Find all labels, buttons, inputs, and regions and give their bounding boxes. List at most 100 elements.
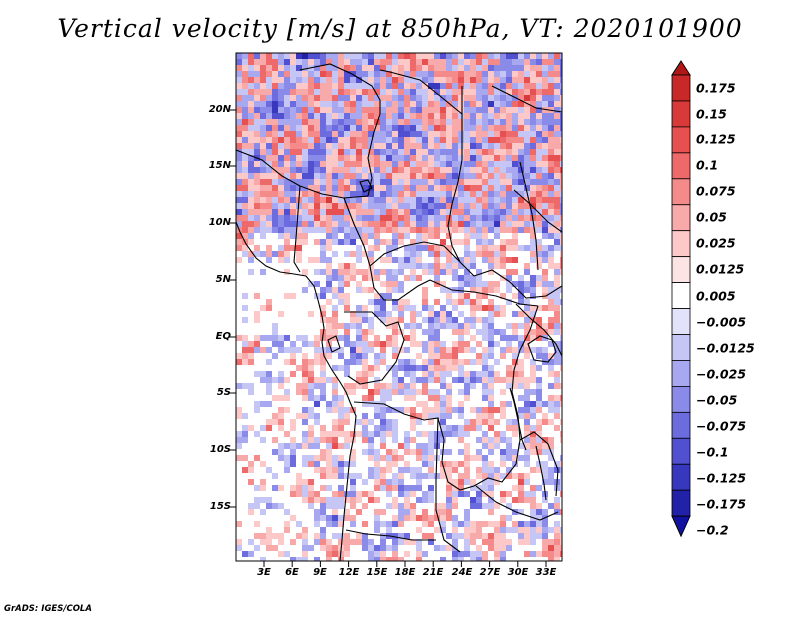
field-cell <box>266 443 272 449</box>
field-cell <box>326 263 332 269</box>
field-cell <box>266 95 272 101</box>
field-cell <box>248 227 254 233</box>
field-cell <box>488 221 494 227</box>
field-cell <box>518 239 524 245</box>
field-cell <box>362 125 368 131</box>
field-cell <box>386 539 392 545</box>
field-cell <box>272 527 278 533</box>
field-cell <box>560 377 562 383</box>
field-cell <box>476 137 482 143</box>
field-cell <box>440 485 446 491</box>
field-cell <box>464 371 470 377</box>
field-cell <box>242 113 248 119</box>
field-cell <box>254 509 260 515</box>
field-cell <box>344 473 350 479</box>
field-cell <box>290 263 296 269</box>
field-cell <box>464 239 470 245</box>
field-cell <box>296 503 302 509</box>
field-cell <box>284 335 290 341</box>
field-cell <box>482 551 488 557</box>
field-cell <box>470 263 476 269</box>
field-cell <box>248 119 254 125</box>
field-cell <box>422 431 428 437</box>
field-cell <box>254 539 260 545</box>
field-cell <box>506 173 512 179</box>
field-cell <box>476 335 482 341</box>
field-cell <box>500 233 506 239</box>
field-cell <box>476 239 482 245</box>
field-cell <box>314 479 320 485</box>
field-cell <box>470 293 476 299</box>
field-cell <box>488 329 494 335</box>
field-cell <box>284 383 290 389</box>
field-cell <box>554 407 560 413</box>
field-cell <box>470 251 476 257</box>
field-cell <box>314 119 320 125</box>
field-cell <box>308 233 314 239</box>
field-cell <box>464 323 470 329</box>
field-cell <box>350 185 356 191</box>
field-cell <box>386 65 392 71</box>
field-cell <box>440 557 446 561</box>
field-cell <box>470 83 476 89</box>
field-cell <box>548 293 554 299</box>
field-cell <box>524 431 530 437</box>
field-cell <box>362 299 368 305</box>
field-cell <box>536 293 542 299</box>
field-cell <box>314 353 320 359</box>
field-cell <box>296 329 302 335</box>
field-cell <box>410 557 416 561</box>
field-cell <box>494 425 500 431</box>
field-cell <box>308 413 314 419</box>
field-cell <box>338 503 344 509</box>
field-cell <box>500 527 506 533</box>
field-cell <box>278 251 284 257</box>
field-cell <box>308 491 314 497</box>
lake-tanganyika <box>509 387 527 451</box>
field-cell <box>248 167 254 173</box>
field-cell <box>248 371 254 377</box>
field-cell <box>350 107 356 113</box>
field-cell <box>290 515 296 521</box>
field-cell <box>356 77 362 83</box>
field-cell <box>542 137 548 143</box>
field-cell <box>284 425 290 431</box>
field-cell <box>440 173 446 179</box>
field-cell <box>362 263 368 269</box>
field-cell <box>254 473 260 479</box>
field-cell <box>380 407 386 413</box>
field-cell <box>464 401 470 407</box>
field-cell <box>524 323 530 329</box>
field-cell <box>254 287 260 293</box>
field-cell <box>320 113 326 119</box>
field-cell <box>386 461 392 467</box>
colorbar-label: 0.025 <box>696 235 736 251</box>
field-cell <box>458 251 464 257</box>
field-cell <box>476 305 482 311</box>
field-cell <box>368 275 374 281</box>
field-cell <box>512 533 518 539</box>
field-cell <box>236 197 242 203</box>
field-cell <box>320 479 326 485</box>
field-cell <box>242 125 248 131</box>
field-cell <box>350 269 356 275</box>
field-cell <box>500 335 506 341</box>
field-cell <box>272 65 278 71</box>
field-cell <box>452 365 458 371</box>
field-cell <box>530 545 536 551</box>
field-cell <box>476 131 482 137</box>
field-cell <box>434 53 440 59</box>
field-cell <box>506 83 512 89</box>
field-cell <box>266 503 272 509</box>
field-cell <box>332 341 338 347</box>
field-cell <box>260 239 266 245</box>
field-cell <box>260 515 266 521</box>
field-cell <box>308 419 314 425</box>
field-cell <box>260 77 266 83</box>
field-cell <box>440 185 446 191</box>
field-cell <box>524 497 530 503</box>
field-cell <box>488 245 494 251</box>
field-cell <box>374 497 380 503</box>
field-cell <box>518 419 524 425</box>
field-cell <box>392 113 398 119</box>
